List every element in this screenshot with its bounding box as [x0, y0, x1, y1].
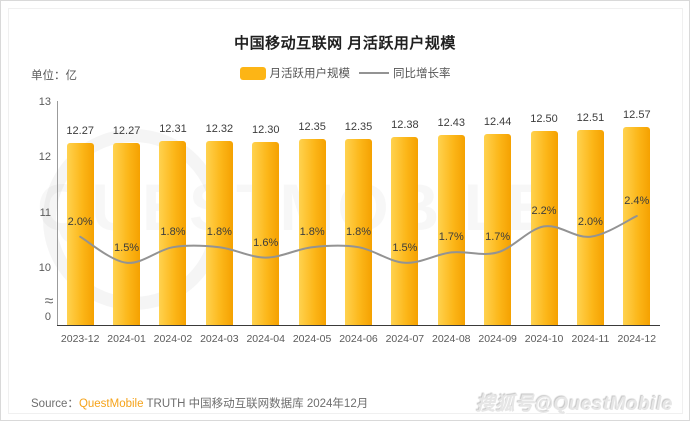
y-axis-tick-label: 0: [44, 311, 51, 323]
bar-value-label: 12.35: [298, 121, 326, 134]
growth-rate-label: 2.0%: [67, 215, 93, 228]
legend-item-growth: 同比增长率: [359, 65, 451, 81]
y-axis-tick-label: 10: [38, 262, 51, 274]
x-axis-label: 2024-02: [153, 333, 193, 345]
bar-value-label: 12.30: [251, 123, 280, 136]
growth-rate-label: 1.8%: [160, 226, 186, 239]
sohu-account-watermark: 搜狐号@QuestMobile: [475, 394, 673, 415]
chart-title: 中国移动互联网 月活跃用户规模: [234, 35, 456, 52]
x-axis-label: 2023-12: [60, 333, 100, 345]
x-axis-line: [57, 325, 660, 326]
bar-value-label: 12.57: [623, 108, 651, 121]
y-axis-tick-label: 12: [38, 151, 51, 164]
bar-value-label: 12.38: [391, 119, 419, 132]
y-axis-tick-label: 13: [38, 96, 51, 109]
growth-rate-label: 1.6%: [253, 236, 279, 249]
x-axis-label: 2024-11: [571, 333, 610, 345]
bar-value-label: 12.31: [159, 123, 187, 136]
line-legend-swatch-icon: [359, 72, 389, 74]
bar-value-label: 12.50: [530, 112, 558, 125]
legend: 月活跃用户规模 同比增长率: [1, 65, 689, 81]
growth-rate-label: 1.8%: [206, 226, 232, 239]
x-axis-label: 2024-12: [617, 333, 657, 345]
x-axis-label: 2024-10: [524, 333, 564, 345]
x-axis-label: 2024-01: [107, 333, 146, 345]
x-axis-label: 2024-08: [431, 333, 471, 345]
bar: [623, 126, 651, 325]
growth-rate-label: 1.5%: [114, 241, 140, 254]
bar-value-label: 12.32: [205, 122, 234, 135]
bar: [66, 143, 94, 325]
bar-legend-swatch-icon: [239, 66, 266, 80]
source-prefix: Source：: [31, 398, 79, 410]
bar-value-label: 12.27: [66, 125, 94, 138]
x-axis-label: 2024-03: [200, 333, 239, 345]
source-rest: TRUTH 中国移动互联网数据库 2024年12月: [143, 398, 369, 410]
bar: [391, 137, 419, 325]
axis-break-icon: ≈: [44, 293, 54, 310]
x-axis-label: 2024-04: [246, 333, 285, 345]
bar-value-label: 12.43: [437, 116, 466, 129]
x-axis-label: 2024-07: [385, 333, 425, 345]
growth-rate-label: 1.8%: [299, 226, 325, 239]
source-line: Source：QuestMobile TRUTH 中国移动互联网数据库 2024…: [31, 395, 368, 411]
legend-label-growth: 同比增长率: [393, 68, 451, 80]
unit-label: 单位：亿: [31, 70, 77, 82]
x-axis-label: 2024-05: [292, 333, 332, 345]
bar: [530, 130, 558, 325]
source-brand: QuestMobile: [78, 398, 144, 410]
bar: [484, 134, 512, 325]
growth-rate-label: 1.8%: [345, 226, 372, 239]
bar-value-label: 12.51: [576, 112, 605, 125]
growth-rate-label: 1.5%: [392, 241, 418, 254]
y-axis-tick-label: 11: [39, 206, 51, 219]
bar: [252, 141, 280, 325]
growth-rate-label: 2.4%: [624, 195, 650, 207]
growth-rate-label: 2.0%: [577, 215, 603, 228]
growth-rate-label: 1.7%: [438, 231, 464, 244]
growth-rate-label: 2.2%: [531, 205, 557, 218]
y-axis-line: [57, 101, 58, 325]
growth-rate-label: 1.7%: [485, 231, 511, 244]
legend-label-mau: 月活跃用户规模: [269, 68, 351, 80]
bar-value-label: 12.27: [112, 125, 141, 138]
bar-value-label: 12.44: [483, 116, 512, 129]
x-axis-label: 2024-09: [478, 333, 517, 345]
x-axis-label: 2024-06: [339, 333, 378, 345]
bar: [113, 143, 141, 325]
legend-item-mau: 月活跃用户规模: [239, 65, 351, 81]
bar-value-label: 12.35: [344, 121, 373, 134]
bar: [437, 134, 465, 325]
